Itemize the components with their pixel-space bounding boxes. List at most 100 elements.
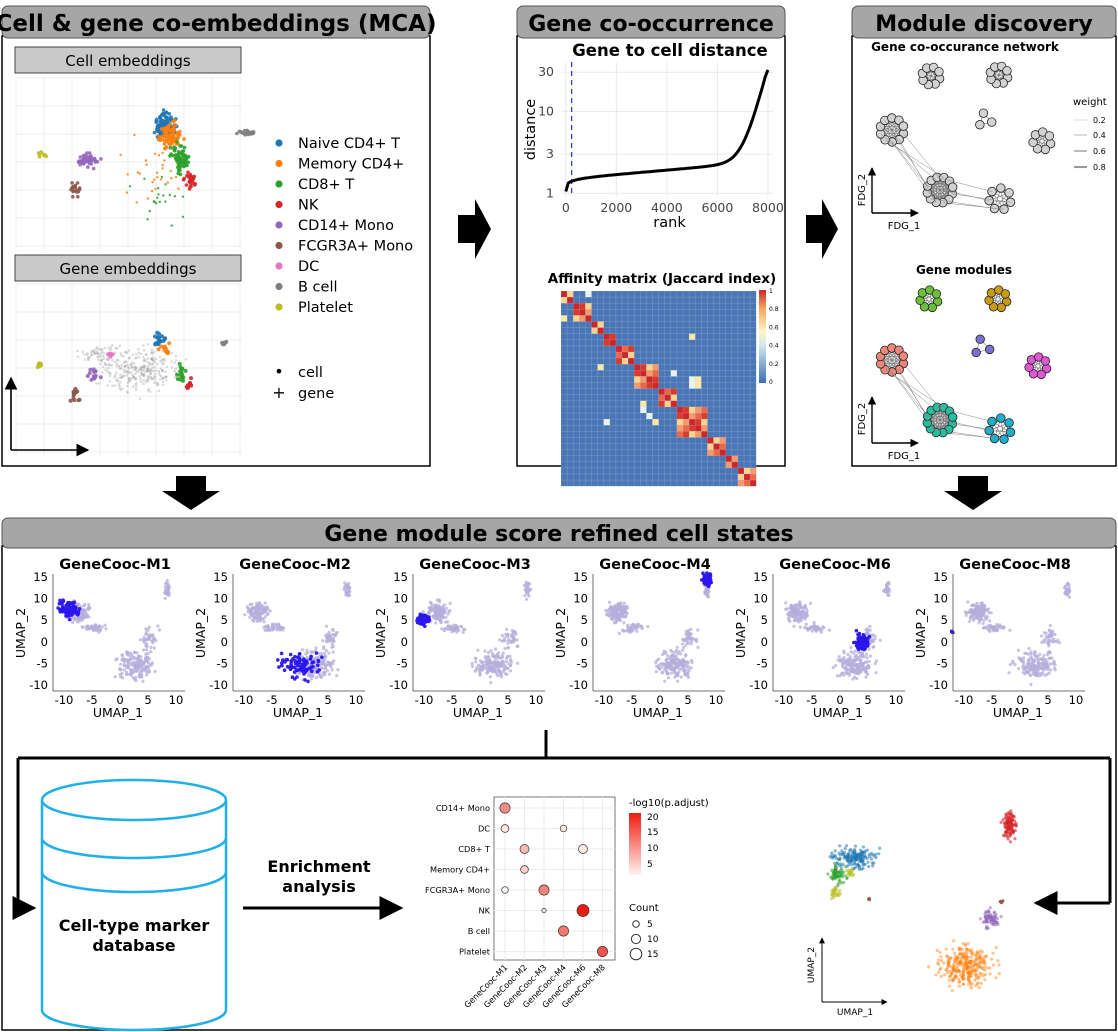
umap-point: [488, 675, 492, 679]
umap-point: [125, 665, 129, 670]
gene-point: [158, 355, 162, 358]
umap-point: [683, 637, 687, 641]
gene-point: [104, 363, 108, 367]
umap-point: [810, 629, 814, 633]
umap-highlight-point: [856, 647, 861, 651]
gene-point: [140, 368, 143, 372]
umap-point: [625, 604, 629, 608]
umap-point: [865, 632, 869, 636]
gene-point: [147, 364, 150, 367]
gene-point: [127, 371, 130, 375]
umap-point: [263, 615, 267, 619]
gene-point: [183, 368, 188, 373]
gene-point: [115, 377, 118, 381]
umap-point: [319, 652, 324, 656]
gene-point: [134, 357, 137, 360]
cell-point: [154, 202, 158, 205]
umap-ylabel: UMAP_2: [913, 608, 928, 658]
umap-point: [690, 660, 694, 665]
umap-point: [812, 621, 816, 625]
umap-point: [95, 629, 99, 633]
umap-point: [440, 627, 444, 631]
module-purple-node: [975, 334, 985, 344]
gene-point: [149, 372, 152, 375]
gene-point: [151, 369, 154, 373]
gene-point: [152, 356, 155, 359]
umap-point: [669, 665, 673, 669]
umap-point: [665, 661, 670, 665]
umap-point: [1042, 654, 1046, 658]
heatmap-cell: [640, 382, 647, 389]
gene-point: [173, 376, 177, 379]
gene-point: [127, 377, 130, 380]
gene-point: [126, 369, 130, 373]
cell-point: [241, 131, 246, 136]
umap-point: [129, 651, 133, 655]
umap-xtick: 5: [864, 693, 871, 707]
umap-point: [147, 670, 151, 674]
gene-point: [127, 349, 131, 352]
umap-highlight-point: [305, 661, 309, 665]
heatmap-scale-labels: 10.80.60.40.20: [769, 288, 779, 386]
heatmap-cell: [585, 315, 592, 322]
umap-ytick: 15: [393, 570, 408, 584]
gene-point: [121, 387, 124, 390]
umap-highlight-point: [63, 610, 68, 615]
heatmap-cell: [695, 406, 702, 413]
umap-point: [249, 609, 254, 613]
gene-point: [188, 382, 193, 387]
umap-point: [145, 645, 149, 649]
umap-highlight-point: [57, 601, 62, 606]
umap-point: [474, 668, 478, 672]
gene-point: [130, 365, 134, 369]
umap-point: [661, 652, 665, 657]
cell-point: [146, 197, 150, 200]
gene-point: [109, 346, 112, 349]
umap-point: [73, 618, 77, 622]
umap-ytick: -5: [757, 656, 768, 670]
umap-point: [270, 622, 274, 627]
gene-point: [118, 367, 122, 371]
cell-point: [182, 164, 186, 169]
gene-point: [99, 362, 103, 366]
umap-point: [135, 663, 139, 668]
umap-xtick: -10: [955, 693, 974, 707]
umap-point: [114, 658, 118, 662]
bridge-edge: [952, 423, 1011, 433]
umap-point: [434, 615, 438, 619]
gene-point: [93, 375, 98, 379]
umap-xlabel: UMAP_1: [273, 705, 323, 720]
dotplot-ylabel-1: DC: [478, 824, 490, 834]
umap-ytick: 10: [213, 592, 228, 606]
umap-point: [798, 625, 802, 629]
gene-point: [143, 366, 146, 370]
gene-point: [102, 352, 106, 355]
cell-point: [171, 119, 175, 124]
dotplot-ylabel-7: Platelet: [459, 947, 491, 957]
umap-point: [1019, 658, 1023, 662]
module-green-node: [919, 302, 930, 312]
umap-point: [442, 603, 447, 607]
umap-xtick: 5: [1044, 693, 1051, 707]
distance-ytick-3: 30: [538, 64, 554, 79]
cell-point: [182, 155, 186, 160]
heatmap-cell: [701, 419, 708, 426]
cell-point: [169, 169, 172, 173]
gene-point: [128, 379, 131, 383]
umap-point: [80, 615, 84, 619]
umap-point: [506, 641, 510, 646]
gene-point: [154, 381, 158, 385]
umap-ylabel: UMAP_2: [553, 608, 568, 658]
heatmap-cell: [664, 394, 671, 401]
cell-point: [163, 146, 167, 151]
gene-point: [129, 363, 132, 367]
umap-point: [138, 659, 143, 663]
gene-point: [117, 383, 121, 386]
umap-highlight-point: [295, 664, 300, 668]
umap-highlight-point: [56, 606, 60, 610]
umap-point: [439, 613, 443, 617]
umap-point: [90, 624, 94, 628]
umap-highlight-point: [297, 652, 302, 656]
umap-point: [327, 672, 332, 676]
heatmap-cell: [573, 309, 580, 316]
